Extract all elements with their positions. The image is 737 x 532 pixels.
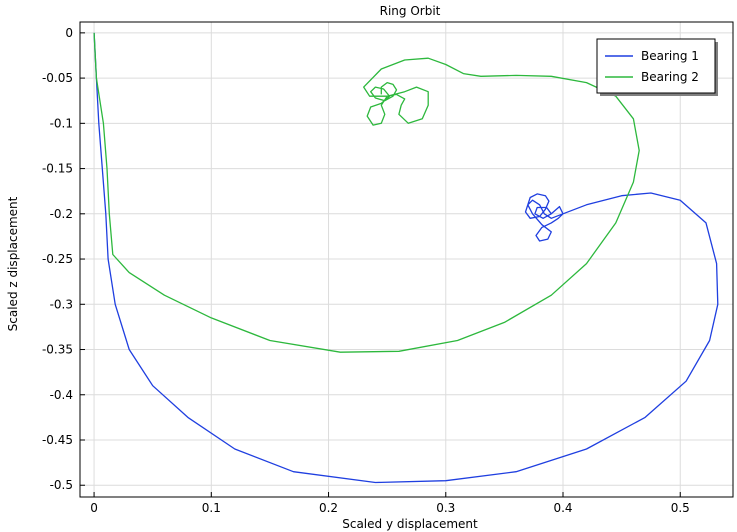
- x-axis-label: Scaled y displacement: [342, 517, 478, 531]
- series-line-1: [93, 32, 719, 484]
- y-tick-label: -0.1: [50, 116, 73, 130]
- y-tick-label: -0.25: [42, 252, 73, 266]
- y-tick-label: -0.05: [42, 71, 73, 85]
- x-tick-label: 0.3: [436, 501, 455, 515]
- x-tick-label: 0.5: [671, 501, 690, 515]
- y-tick-label: -0.2: [50, 207, 73, 221]
- legend: Bearing 1 Bearing 2: [596, 38, 718, 96]
- chart-title: Ring Orbit: [380, 4, 441, 18]
- series-line-2: [93, 32, 640, 353]
- y-axis-label: Scaled z displacement: [6, 196, 20, 331]
- legend-label: Bearing 1: [641, 49, 699, 63]
- y-tick-label: 0: [65, 26, 73, 40]
- x-tick-label: 0.2: [319, 501, 338, 515]
- x-tick-label: 0: [90, 501, 98, 515]
- legend-box: [596, 38, 716, 94]
- y-tick-label: -0.15: [42, 162, 73, 176]
- y-tick-label: -0.35: [42, 343, 73, 357]
- x-tick-label: 0.1: [202, 501, 221, 515]
- y-tick-label: -0.5: [50, 478, 73, 492]
- x-axis: 0 0.1 0.2 0.3 0.4 0.5: [90, 492, 690, 515]
- x-tick-label: 0.4: [553, 501, 572, 515]
- legend-label: Bearing 2: [641, 70, 699, 84]
- y-tick-label: -0.45: [42, 433, 73, 447]
- y-axis: 0 -0.05 -0.1 -0.15 -0.2 -0.25 -0.3 -0.35 -0.4 -0.…: [42, 26, 85, 492]
- y-tick-label: -0.4: [50, 388, 73, 402]
- series-layer: [93, 32, 719, 484]
- y-tick-label: -0.3: [50, 297, 73, 311]
